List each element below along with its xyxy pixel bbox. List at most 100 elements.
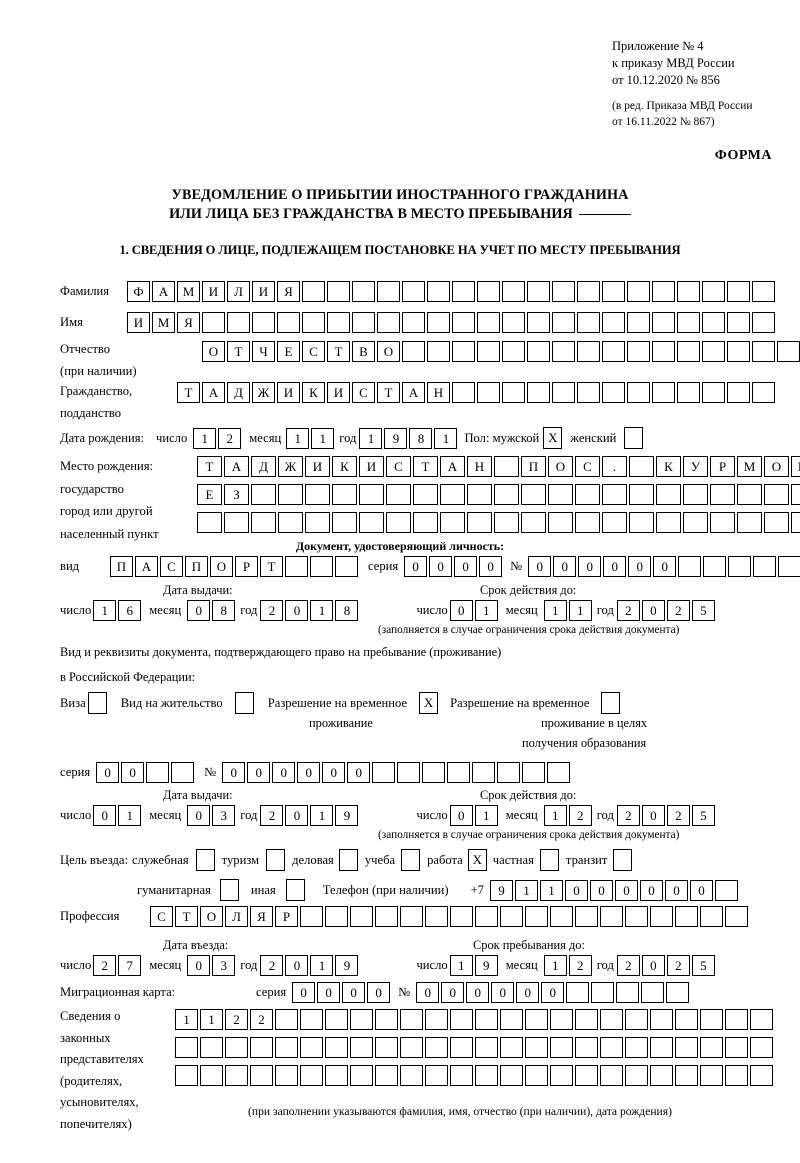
char-cell[interactable]: Т [175, 906, 198, 927]
char-cell[interactable] [627, 312, 650, 333]
char-cell[interactable]: 0 [222, 762, 246, 783]
char-cell[interactable]: 0 [449, 805, 473, 826]
char-cell[interactable] [425, 1037, 448, 1058]
purpose-opt-6-checkbox[interactable] [539, 849, 559, 871]
char-cell[interactable]: 0 [449, 600, 473, 621]
char-cell[interactable] [277, 312, 300, 333]
char-cell[interactable]: 1 [434, 427, 458, 449]
char-cell[interactable] [300, 906, 323, 927]
char-cell[interactable]: 0 [641, 955, 665, 976]
char-cell[interactable] [602, 281, 625, 302]
sex-male-checkbox[interactable]: X [543, 427, 563, 449]
char-cell[interactable]: 1 [449, 955, 473, 976]
char-cell[interactable] [675, 906, 698, 927]
char-cell[interactable] [625, 1009, 648, 1030]
char-cell[interactable]: 1 [543, 600, 567, 621]
char-cell[interactable] [310, 556, 333, 577]
char-cell[interactable] [725, 1009, 748, 1030]
char-cell[interactable] [602, 312, 625, 333]
char-cell[interactable]: 0 [347, 762, 371, 783]
char-cell[interactable] [650, 1009, 673, 1030]
char-cell[interactable] [629, 456, 654, 477]
char-cell[interactable] [332, 512, 357, 533]
char-cell[interactable] [440, 512, 465, 533]
char-cell[interactable] [477, 281, 500, 302]
char-cell[interactable] [250, 1065, 273, 1086]
char-cell[interactable]: Т [227, 341, 250, 362]
char-cell[interactable] [332, 484, 357, 505]
char-cell[interactable]: К [332, 456, 357, 477]
char-cell[interactable] [527, 382, 550, 403]
char-cell[interactable] [375, 1037, 398, 1058]
char-cell[interactable] [727, 312, 750, 333]
char-cell[interactable] [727, 281, 750, 302]
char-cell[interactable] [625, 1065, 648, 1086]
char-cell[interactable] [525, 1009, 548, 1030]
char-cell[interactable]: 0 [516, 982, 540, 1003]
char-cell[interactable]: Л [225, 906, 248, 927]
char-cell[interactable]: 0 [466, 982, 490, 1003]
char-cell[interactable] [675, 1009, 698, 1030]
char-cell[interactable]: Т [327, 341, 350, 362]
char-cell[interactable]: Я [277, 281, 300, 302]
permit-edu-checkbox[interactable] [601, 692, 621, 714]
char-cell[interactable] [600, 906, 623, 927]
char-cell[interactable]: 0 [285, 805, 309, 826]
char-cell[interactable] [550, 906, 573, 927]
char-cell[interactable] [521, 484, 546, 505]
char-cell[interactable] [737, 484, 762, 505]
char-cell[interactable]: . [602, 456, 627, 477]
char-cell[interactable]: 1 [474, 600, 498, 621]
char-cell[interactable] [250, 1037, 273, 1058]
char-cell[interactable]: Ф [127, 281, 150, 302]
char-cell[interactable]: К [302, 382, 325, 403]
char-cell[interactable]: 0 [641, 600, 665, 621]
char-cell[interactable] [502, 382, 525, 403]
char-cell[interactable] [737, 512, 762, 533]
char-cell[interactable]: Ч [252, 341, 275, 362]
char-cell[interactable] [703, 556, 727, 577]
char-cell[interactable]: Т [260, 556, 283, 577]
char-cell[interactable]: 0 [322, 762, 346, 783]
char-cell[interactable] [752, 312, 775, 333]
char-cell[interactable] [422, 762, 446, 783]
char-cell[interactable] [477, 341, 500, 362]
char-cell[interactable] [552, 382, 575, 403]
char-cell[interactable] [575, 1065, 598, 1086]
char-cell[interactable] [702, 281, 725, 302]
permit-residence-checkbox[interactable] [234, 692, 254, 714]
char-cell[interactable]: 0 [292, 982, 316, 1003]
char-cell[interactable]: 5 [691, 805, 715, 826]
char-cell[interactable] [650, 1037, 673, 1058]
char-cell[interactable]: С [575, 456, 600, 477]
char-cell[interactable]: Т [413, 456, 438, 477]
char-cell[interactable] [502, 312, 525, 333]
char-cell[interactable] [700, 1037, 723, 1058]
char-cell[interactable] [547, 762, 571, 783]
char-cell[interactable] [400, 906, 423, 927]
char-cell[interactable] [413, 512, 438, 533]
char-cell[interactable] [302, 312, 325, 333]
char-cell[interactable]: 0 [317, 982, 341, 1003]
char-cell[interactable] [602, 512, 627, 533]
char-cell[interactable]: А [402, 382, 425, 403]
char-cell[interactable]: 0 [441, 982, 465, 1003]
char-cell[interactable] [472, 762, 496, 783]
char-cell[interactable]: 1 [310, 805, 334, 826]
permit-temp-checkbox[interactable]: X [419, 692, 439, 714]
char-cell[interactable] [550, 1009, 573, 1030]
char-cell[interactable]: Н [427, 382, 450, 403]
char-cell[interactable] [577, 281, 600, 302]
char-cell[interactable] [625, 1037, 648, 1058]
char-cell[interactable] [500, 1065, 523, 1086]
char-cell[interactable]: 0 [367, 982, 391, 1003]
char-cell[interactable]: 2 [616, 805, 640, 826]
char-cell[interactable] [500, 1009, 523, 1030]
char-cell[interactable]: 2 [568, 805, 592, 826]
char-cell[interactable] [575, 1037, 598, 1058]
